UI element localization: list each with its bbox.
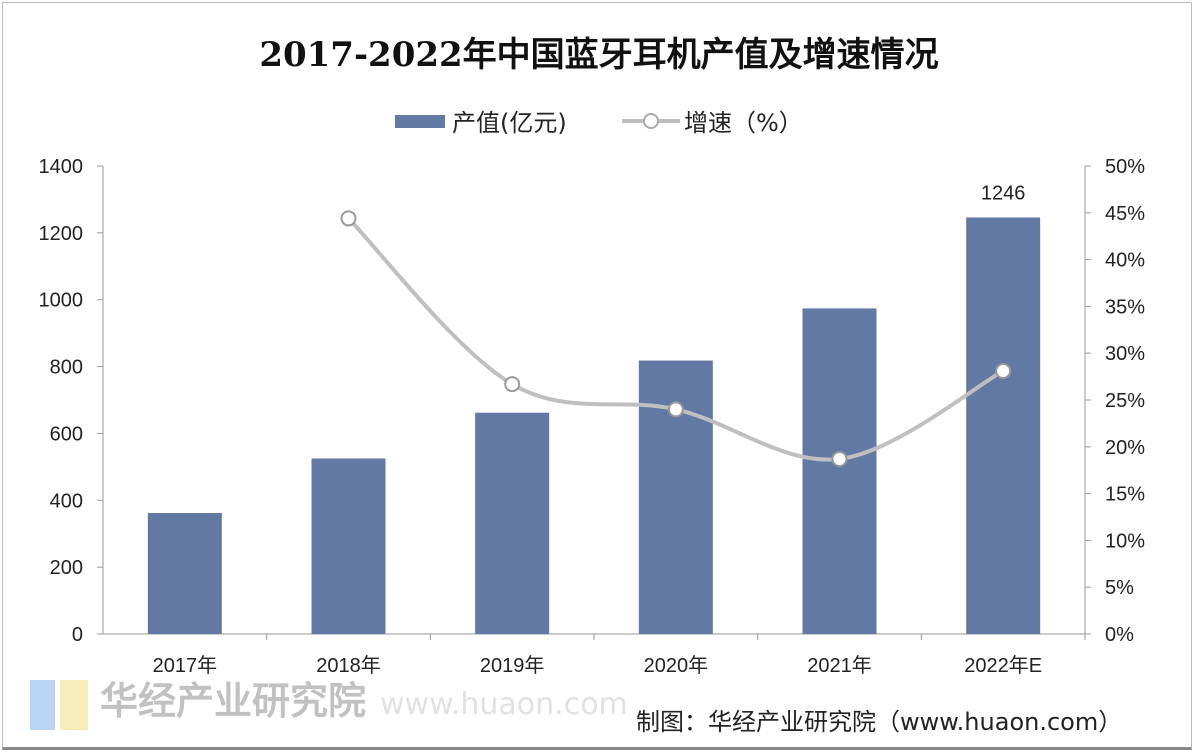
x-tick-label: 2021年 (807, 654, 872, 677)
watermark-text: 华经产业研究院 (100, 679, 366, 723)
left-tick-label: 1400 (39, 156, 84, 178)
bar-2018年 (311, 458, 386, 634)
right-tick-label: 35% (1105, 296, 1145, 318)
x-tick-label: 2018年 (316, 654, 381, 677)
data-label: 1246 (981, 182, 1026, 204)
bar-2022年E (966, 217, 1041, 635)
bar-2021年 (802, 308, 877, 634)
watermark-url: www.huaon.com (380, 687, 628, 722)
growth-point (831, 450, 848, 467)
legend: 产值(亿元) 增速（%） (395, 109, 803, 137)
x-tick-label: 2019年 (480, 654, 545, 677)
left-tick-label: 1000 (39, 290, 84, 312)
x-tick-label: 2017年 (153, 654, 218, 677)
bar-2017年 (147, 512, 222, 634)
right-tick-label: 40% (1105, 250, 1145, 272)
source-note: 制图：华经产业研究院（www.huaon.com） (636, 708, 1122, 736)
legend-bar-swatch (395, 115, 445, 128)
growth-point (340, 210, 357, 227)
growth-point (667, 401, 684, 418)
left-tick-label: 0 (72, 624, 83, 646)
left-tick-label: 1200 (39, 223, 84, 245)
watermark-logo-blue (30, 680, 55, 730)
right-tick-label: 5% (1105, 577, 1134, 599)
right-tick-label: 0% (1105, 624, 1134, 646)
right-tick-label: 30% (1105, 343, 1145, 365)
right-tick-label: 10% (1105, 530, 1145, 552)
legend-line-marker (643, 113, 659, 129)
x-tick-label: 2022年E (964, 654, 1042, 677)
right-tick-label: 20% (1105, 437, 1145, 459)
left-tick-label: 200 (50, 557, 83, 579)
right-tick-label: 25% (1105, 390, 1145, 412)
chart-title: 2017-2022年中国蓝牙耳机产值及增速情况 (259, 35, 938, 75)
left-tick-label: 400 (50, 490, 83, 512)
legend-line-label: 增速（%） (684, 109, 803, 137)
right-tick-label: 15% (1105, 484, 1145, 506)
left-tick-label: 800 (50, 357, 83, 379)
x-tick-label: 2020年 (644, 654, 709, 677)
right-tick-label: 45% (1105, 203, 1145, 225)
watermark: 华经产业研究院 www.huaon.com (30, 679, 628, 730)
legend-bar-label: 产值(亿元) (452, 109, 567, 137)
bar-2019年 (475, 412, 550, 634)
growth-point (504, 376, 521, 393)
left-tick-label: 600 (50, 423, 83, 445)
growth-point (995, 362, 1012, 379)
right-tick-label: 50% (1105, 156, 1145, 178)
watermark-logo-yellow (60, 680, 88, 730)
